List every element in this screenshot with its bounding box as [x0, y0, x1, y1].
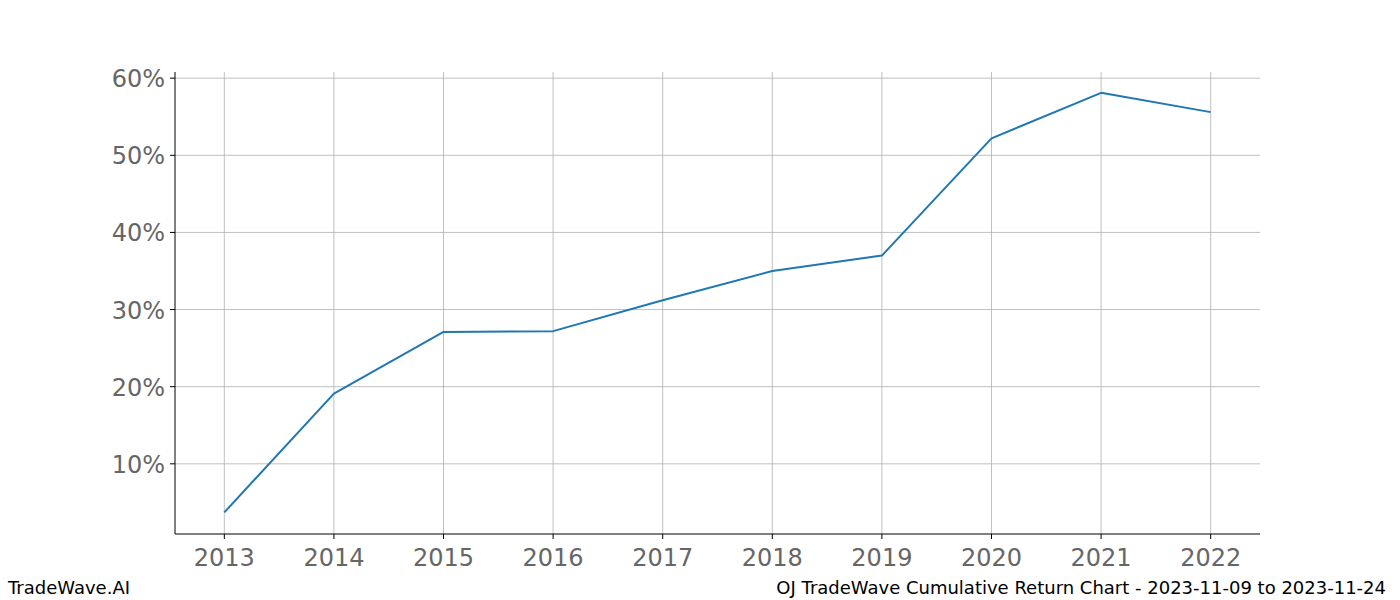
x-tick-label: 2020 — [961, 544, 1022, 572]
grid-line — [1101, 72, 1102, 534]
grid-line — [991, 72, 992, 534]
tick-mark — [170, 309, 175, 310]
background — [0, 0, 1400, 600]
tick-mark — [991, 534, 992, 539]
tick-mark — [772, 534, 773, 539]
grid-line — [553, 72, 554, 534]
grid-line — [224, 72, 225, 534]
source: TradeWave.AI — [7, 577, 130, 598]
x-tick-label: 2022 — [1180, 544, 1241, 572]
grid-line — [175, 232, 1260, 233]
x-tick-label: 2013 — [194, 544, 255, 572]
tick-mark — [170, 78, 175, 79]
tick-mark — [881, 534, 882, 539]
grid-line — [662, 72, 663, 534]
grid-line — [772, 72, 773, 534]
tick-mark — [553, 534, 554, 539]
tick-mark — [170, 232, 175, 233]
y-tick-label: 30% — [112, 297, 165, 325]
x-axis — [175, 534, 1260, 535]
grid-line — [175, 155, 1260, 156]
y-tick-label: 10% — [112, 451, 165, 479]
x-tick-label: 2014 — [303, 544, 364, 572]
grid-line — [333, 72, 334, 534]
x-tick-label: 2015 — [413, 544, 474, 572]
grid-line — [1210, 72, 1211, 534]
tick-mark — [333, 534, 334, 539]
x-tick-label: 2021 — [1071, 544, 1132, 572]
tick-mark — [170, 386, 175, 387]
tick-mark — [224, 534, 225, 539]
x-tick-label: 2017 — [632, 544, 693, 572]
tick-mark — [1101, 534, 1102, 539]
plot-area — [224, 93, 1210, 513]
x-tick-label: 2019 — [851, 544, 912, 572]
tick-mark — [170, 463, 175, 464]
grid-line — [175, 463, 1260, 464]
y-tick-label: 60% — [112, 65, 165, 93]
x-tick-label: 2016 — [523, 544, 584, 572]
tick-mark — [443, 534, 444, 539]
grid-line — [175, 78, 1260, 79]
y-axis — [175, 72, 176, 534]
title: OJ TradeWave Cumulative Return Chart - 2… — [776, 577, 1386, 598]
y-tick-label: 50% — [112, 142, 165, 170]
y-tick-label: 20% — [112, 374, 165, 402]
grid-line — [175, 309, 1260, 310]
x-tick-label: 2018 — [742, 544, 803, 572]
grid-line — [443, 72, 444, 534]
tick-mark — [662, 534, 663, 539]
tick-mark — [1210, 534, 1211, 539]
data-line — [224, 93, 1210, 513]
tick-mark — [170, 155, 175, 156]
chart: 2013 2014 2015 2016 2017 2018 2019 2020 2021 2022… — [0, 0, 1400, 600]
grid-line — [175, 386, 1260, 387]
y-tick-label: 40% — [112, 219, 165, 247]
grid-line — [881, 72, 882, 534]
